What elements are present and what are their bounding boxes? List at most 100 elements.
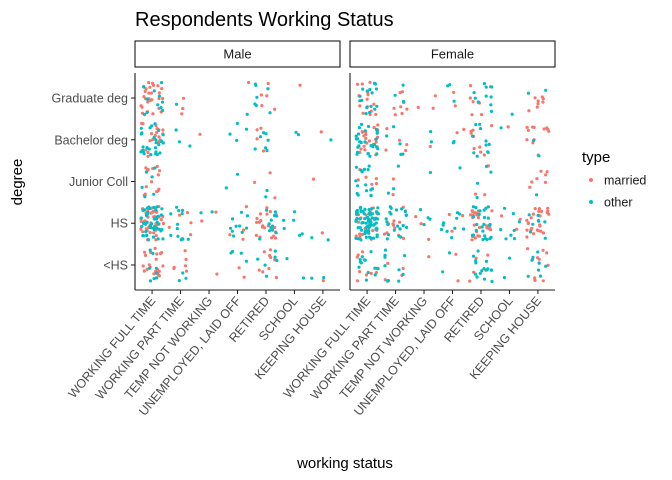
point-other bbox=[475, 275, 479, 279]
point-other bbox=[375, 131, 379, 135]
point-other bbox=[511, 212, 515, 216]
point-other bbox=[358, 94, 362, 98]
point-other bbox=[176, 234, 180, 238]
point-married bbox=[462, 127, 466, 131]
point-other bbox=[275, 258, 279, 262]
point-other bbox=[403, 254, 407, 258]
point-other bbox=[397, 268, 401, 272]
point-other bbox=[310, 276, 314, 280]
point-other bbox=[232, 234, 236, 238]
point-married bbox=[468, 84, 473, 88]
point-other bbox=[530, 258, 534, 262]
point-other bbox=[357, 144, 361, 148]
point-married bbox=[268, 171, 272, 175]
point-other bbox=[369, 104, 373, 108]
point-married bbox=[364, 136, 368, 141]
point-other bbox=[534, 193, 539, 197]
y-tick-label: <HS bbox=[103, 258, 128, 272]
point-married bbox=[427, 255, 431, 259]
point-married bbox=[255, 128, 259, 132]
y-axis-title: degree bbox=[9, 159, 26, 206]
point-other bbox=[262, 131, 266, 135]
point-married bbox=[214, 210, 218, 214]
point-other bbox=[402, 99, 406, 104]
point-other bbox=[152, 227, 156, 232]
point-other bbox=[397, 279, 401, 283]
point-other bbox=[142, 112, 147, 117]
point-other bbox=[474, 228, 478, 232]
point-other bbox=[383, 264, 387, 268]
point-other bbox=[147, 266, 151, 270]
point-other bbox=[359, 238, 363, 242]
point-married bbox=[144, 227, 148, 231]
point-married bbox=[157, 97, 161, 101]
point-other bbox=[144, 230, 148, 234]
point-other bbox=[322, 276, 326, 280]
point-married bbox=[181, 96, 186, 100]
point-married bbox=[532, 125, 536, 129]
point-other bbox=[385, 134, 389, 138]
point-married bbox=[159, 218, 163, 222]
point-married bbox=[155, 164, 159, 168]
point-other bbox=[141, 234, 146, 238]
point-other bbox=[169, 233, 173, 237]
point-married bbox=[358, 232, 362, 236]
point-married bbox=[391, 222, 395, 226]
point-married bbox=[151, 112, 155, 116]
point-other bbox=[484, 206, 488, 210]
point-other bbox=[374, 137, 378, 141]
point-other bbox=[376, 147, 380, 151]
point-married bbox=[358, 104, 362, 108]
point-other bbox=[365, 89, 369, 93]
point-married bbox=[155, 130, 159, 135]
point-other bbox=[476, 249, 480, 253]
point-married bbox=[506, 125, 510, 129]
point-other bbox=[181, 237, 185, 241]
point-married bbox=[545, 170, 549, 174]
point-other bbox=[369, 236, 373, 240]
point-married bbox=[414, 215, 418, 219]
point-married bbox=[356, 178, 360, 182]
point-married bbox=[156, 84, 160, 88]
point-married bbox=[261, 270, 265, 274]
point-married bbox=[469, 213, 473, 217]
point-other bbox=[152, 135, 156, 140]
point-other bbox=[365, 224, 370, 228]
point-married bbox=[392, 219, 396, 223]
point-married bbox=[515, 227, 519, 231]
point-other bbox=[489, 103, 493, 107]
point-other bbox=[148, 248, 152, 252]
point-other bbox=[363, 217, 367, 221]
point-married bbox=[405, 107, 409, 111]
point-married bbox=[477, 225, 482, 230]
point-other bbox=[285, 257, 289, 261]
point-other bbox=[273, 255, 277, 259]
point-married bbox=[533, 278, 537, 282]
facet-strip-male bbox=[134, 40, 341, 68]
point-other bbox=[356, 184, 360, 188]
point-married bbox=[536, 229, 541, 233]
point-married bbox=[358, 270, 362, 274]
point-other bbox=[537, 154, 541, 158]
point-other bbox=[481, 237, 485, 242]
point-married bbox=[400, 111, 404, 116]
point-married bbox=[461, 214, 465, 218]
point-married bbox=[161, 128, 165, 132]
point-other bbox=[300, 232, 304, 236]
point-other bbox=[364, 278, 368, 282]
point-other bbox=[486, 150, 490, 154]
point-married bbox=[499, 214, 504, 218]
point-other bbox=[153, 166, 157, 170]
point-married bbox=[372, 102, 376, 106]
point-married bbox=[364, 133, 368, 137]
point-other bbox=[374, 210, 379, 214]
point-other bbox=[398, 142, 402, 146]
point-married bbox=[490, 124, 494, 128]
x-axis-title: working status bbox=[296, 455, 393, 472]
point-married bbox=[468, 96, 472, 100]
point-married bbox=[150, 210, 155, 214]
point-other bbox=[481, 229, 485, 233]
point-other bbox=[360, 255, 364, 259]
point-other bbox=[369, 250, 373, 254]
